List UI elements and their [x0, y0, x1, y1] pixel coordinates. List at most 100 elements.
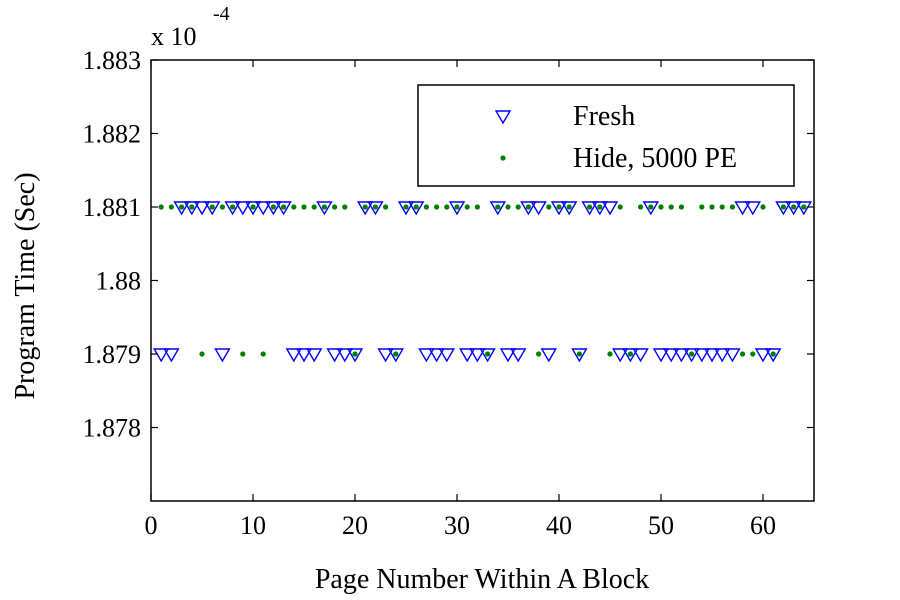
data-point-fresh: [591, 201, 609, 216]
y-tick-label: 1.881: [83, 193, 142, 222]
y-tick-label: 1.882: [83, 120, 142, 149]
data-point-fresh: [632, 348, 649, 363]
data-point-hide: [576, 351, 583, 357]
data-point-fresh: [418, 348, 435, 363]
data-point-hide: [740, 351, 746, 357]
data-point-fresh: [509, 348, 527, 363]
data-point-hide: [444, 204, 450, 210]
data-point-hide: [423, 204, 429, 210]
data-point-hide: [536, 351, 542, 357]
legend-triangle-marker: [494, 110, 512, 125]
data-point-fresh: [173, 201, 190, 216]
data-point-hide: [260, 351, 266, 357]
data-point-hide: [566, 204, 572, 210]
y-axis-title: Program Time (Sec): [10, 172, 41, 399]
data-point-hide: [638, 204, 644, 210]
legend-dot-icon: [500, 155, 506, 161]
data-point-fresh: [224, 201, 241, 216]
data-point-hide: [597, 204, 603, 210]
x-tick-label: 40: [546, 511, 572, 540]
data-point-hide: [413, 204, 419, 210]
data-point-fresh: [795, 201, 813, 216]
data-point-hide: [505, 204, 511, 210]
exponent-annotation: x 10 -4: [151, 3, 230, 51]
x-tick-label: 30: [444, 511, 470, 540]
legend-triangle-icon: [494, 110, 512, 125]
data-point-hide: [770, 351, 776, 357]
data-point-hide: [709, 204, 715, 210]
data-point-fresh: [285, 348, 303, 363]
data-point-fresh: [499, 348, 517, 363]
data-point-fresh: [734, 201, 751, 216]
data-point-fresh: [458, 348, 476, 363]
data-point-hide: [525, 204, 532, 210]
data-point-hide: [250, 204, 256, 210]
data-point-fresh: [265, 201, 282, 216]
data-point-fresh: [785, 201, 802, 216]
series-fresh: [152, 201, 813, 363]
x-tick-label: 0: [145, 511, 158, 540]
data-point-hide: [270, 204, 276, 210]
data-point-fresh: [764, 348, 782, 363]
data-point-hide: [454, 204, 460, 210]
data-point-hide: [342, 204, 348, 210]
legend-label-fresh: Fresh: [573, 101, 635, 132]
data-point-hide: [546, 204, 552, 210]
data-point-hide: [801, 204, 807, 210]
data-point-hide: [168, 204, 174, 210]
marks-layer: [152, 201, 813, 363]
data-point-fresh: [775, 201, 792, 216]
x-tick-label: 60: [750, 511, 776, 540]
data-point-hide: [719, 204, 725, 210]
data-point-fresh: [234, 201, 252, 216]
data-point-fresh: [601, 201, 619, 216]
data-point-hide: [403, 204, 409, 210]
data-point-fresh: [316, 201, 333, 216]
data-point-hide: [658, 204, 664, 210]
data-point-fresh: [448, 201, 466, 216]
data-point-hide: [791, 204, 797, 210]
x-tick-label: 50: [648, 511, 674, 540]
data-point-hide: [668, 204, 674, 210]
series-hide-5000-pe: [158, 204, 807, 357]
exponent-base-label: x 10: [151, 22, 197, 51]
data-point-hide: [750, 351, 756, 357]
data-point-hide: [179, 204, 185, 210]
data-point-fresh: [540, 348, 558, 363]
x-tick-label: 20: [342, 511, 368, 540]
data-point-hide: [352, 351, 358, 357]
data-point-hide: [189, 204, 195, 210]
data-point-fresh: [713, 348, 731, 363]
data-point-fresh: [469, 348, 486, 363]
x-axis-title: Page Number Within A Block: [315, 564, 649, 595]
data-point-hide: [556, 204, 562, 210]
data-point-hide: [311, 204, 317, 210]
data-point-hide: [301, 204, 307, 210]
data-point-hide: [219, 204, 225, 210]
data-point-fresh: [550, 201, 568, 216]
data-point-hide: [362, 204, 368, 210]
data-point-fresh: [254, 201, 272, 216]
legend-box: [417, 84, 795, 187]
data-point-fresh: [163, 348, 180, 363]
data-point-fresh: [744, 201, 762, 216]
data-point-fresh: [407, 201, 425, 216]
y-tick-label: 1.88: [96, 267, 142, 296]
y-tick-label: 1.879: [83, 340, 142, 369]
data-point-fresh: [336, 348, 354, 363]
data-point-fresh: [295, 348, 313, 363]
data-point-fresh: [683, 348, 700, 363]
legend-label-hide: Hide, 5000 PE: [573, 143, 737, 174]
data-point-fresh: [152, 348, 170, 363]
data-point-hide: [209, 204, 215, 210]
data-point-fresh: [520, 201, 537, 216]
data-point-fresh: [652, 348, 670, 363]
data-point-hide: [332, 204, 338, 210]
legend: Fresh Hide, 5000 PE: [417, 84, 795, 187]
data-point-hide: [648, 204, 654, 210]
data-point-hide: [199, 351, 205, 357]
data-point-fresh: [581, 201, 598, 216]
data-point-fresh: [673, 348, 690, 363]
data-point-fresh: [193, 201, 211, 216]
